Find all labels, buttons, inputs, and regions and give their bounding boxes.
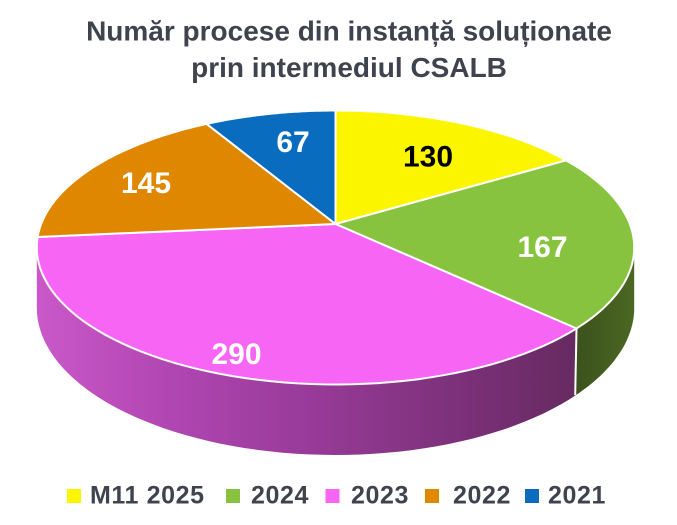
svg-text:2024: 2024 xyxy=(251,482,309,510)
svg-text:145: 145 xyxy=(121,167,171,200)
svg-text:prin intermediul CSALB: prin intermediul CSALB xyxy=(191,52,507,83)
svg-text:167: 167 xyxy=(517,231,567,264)
svg-text:2023: 2023 xyxy=(351,482,409,510)
svg-text:2021: 2021 xyxy=(548,482,606,510)
svg-text:M11 2025: M11 2025 xyxy=(90,482,205,510)
svg-text:290: 290 xyxy=(211,338,261,371)
svg-text:2022: 2022 xyxy=(453,482,511,510)
svg-text:67: 67 xyxy=(276,126,309,159)
svg-text:Număr procese din instanță sol: Număr procese din instanță soluționate xyxy=(86,16,612,47)
svg-text:130: 130 xyxy=(403,141,453,174)
